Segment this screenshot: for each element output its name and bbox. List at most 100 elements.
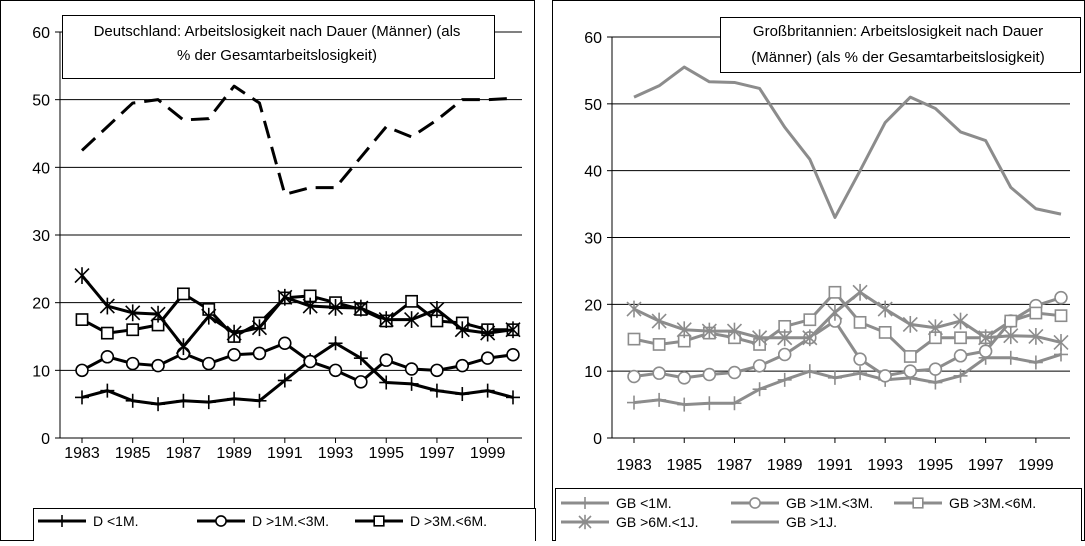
data-point: [752, 329, 768, 347]
x-tick-label: 1983: [616, 457, 652, 474]
data-point: [379, 375, 394, 390]
title-line: Großbritannien: Arbeitslosigkeit nach Da…: [753, 23, 1043, 40]
data-point: [878, 326, 892, 339]
data-point: [878, 369, 892, 383]
data-point: [480, 351, 495, 365]
data-point: [953, 368, 968, 383]
data-point: [978, 329, 994, 347]
chart-panel-2: 0 10 20 30 40 50 60 1983 1985 1987 1989 1991 1993 199…: [552, 0, 1085, 546]
series-4: [74, 267, 521, 356]
x-tick-label: 1989: [216, 445, 252, 462]
data-point: [903, 364, 918, 378]
data-point: [852, 283, 868, 301]
data-point: [802, 329, 818, 347]
data-point: [777, 372, 792, 387]
data-point: [480, 383, 495, 398]
x-tick-label: 1997: [419, 445, 455, 462]
legend-box: [33, 508, 536, 546]
data-point: [1004, 314, 1018, 328]
y-tick-label: 40: [32, 160, 50, 177]
data-point: [954, 331, 967, 345]
data-point: [303, 354, 317, 369]
x-tick-label: 1999: [1018, 457, 1054, 474]
x-tick-label: 1993: [318, 445, 354, 462]
legend-box: [555, 488, 1082, 546]
y-tick-label: 20: [584, 297, 602, 314]
data-point: [726, 322, 743, 340]
data-point: [227, 391, 242, 406]
data-point: [1003, 327, 1019, 345]
data-point: [176, 393, 191, 408]
data-point: [727, 365, 742, 380]
legend-label: D >3M.<6M.: [410, 513, 487, 529]
data-point: [505, 321, 521, 339]
data-point: [627, 332, 641, 346]
data-point: [125, 304, 141, 322]
series-line: [80, 84, 514, 196]
title-line: (Männer) (als % der Gesamtarbeitslosigke…: [751, 49, 1044, 66]
data-point: [853, 315, 867, 329]
data-point: [75, 363, 89, 378]
data-point: [202, 356, 216, 371]
series-4: [626, 283, 1069, 351]
data-point: [328, 363, 343, 378]
data-point: [903, 350, 917, 363]
y-tick-label: 60: [584, 30, 602, 47]
data-point: [952, 312, 969, 330]
data-point: [99, 297, 115, 315]
x-axis-ticks: 1983 1985 1987 1989 1991 1993 1995 1997 1999: [64, 438, 506, 462]
data-point: [480, 324, 496, 342]
series-2: [75, 336, 520, 389]
data-point: [1003, 350, 1018, 365]
data-point: [251, 319, 268, 337]
data-point: [902, 315, 918, 333]
legend-label: GB >1J.: [786, 514, 837, 530]
data-point: [1028, 328, 1044, 345]
data-point: [727, 396, 742, 411]
data-point: [252, 346, 267, 361]
legend-item: GB >1M.<3M.: [731, 495, 873, 511]
data-point: [928, 362, 943, 376]
data-point: [853, 352, 867, 366]
data-point: [327, 299, 344, 316]
data-point: [405, 294, 418, 308]
data-point: [651, 312, 667, 330]
data-point: [506, 390, 520, 405]
legend-label: GB >6M.<1J.: [616, 514, 698, 530]
data-point: [455, 387, 470, 402]
data-point: [455, 358, 470, 373]
data-point: [777, 347, 792, 362]
data-point: [701, 322, 717, 340]
data-point: [853, 366, 868, 381]
legend: D <1M.D >1M.<3M.D >3M.<6M.D >6M.<1J.D >1…: [33, 508, 536, 546]
y-tick-label: 40: [584, 164, 602, 181]
x-tick-label: 1987: [166, 445, 202, 462]
data-point: [652, 366, 666, 380]
legend-label: D >1M.<3M.: [252, 513, 329, 529]
data-point: [506, 348, 520, 362]
data-point: [354, 375, 368, 389]
data-point: [430, 363, 444, 378]
data-point: [1054, 309, 1068, 323]
legend-item: GB <1M.: [561, 495, 672, 511]
data-point: [877, 300, 893, 318]
data-point: [201, 307, 217, 325]
x-tick-label: 1991: [267, 445, 303, 462]
legend-item: GB >6M.<1J.: [561, 514, 698, 530]
data-point: [1028, 355, 1043, 370]
x-tick-label: 1987: [717, 457, 753, 474]
title-box: [62, 15, 495, 79]
y-tick-label: 10: [584, 364, 602, 381]
legend-item: D >1M.<3M.: [197, 513, 329, 529]
x-tick-label: 1989: [767, 457, 803, 474]
x-tick-label: 1985: [666, 457, 702, 474]
y-tick-label: 0: [593, 431, 602, 448]
legend-label: D <1M.: [93, 513, 139, 529]
legend-label: GB >3M.<6M.: [949, 495, 1036, 511]
data-point: [404, 376, 419, 391]
data-point: [702, 396, 717, 411]
data-point: [978, 344, 993, 358]
data-point: [1054, 290, 1068, 305]
legend-item: D >3M.<6M.: [355, 513, 487, 529]
